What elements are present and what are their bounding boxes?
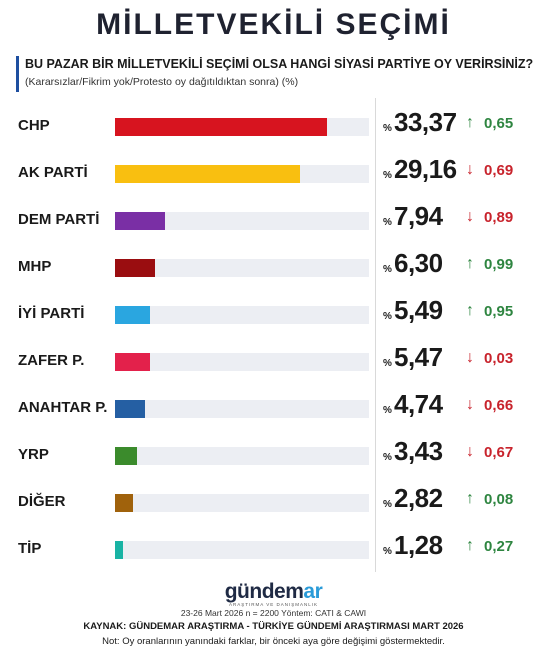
chart-title: MİLLETVEKİLİ SEÇİMİ (96, 8, 451, 41)
arrow-up-icon: ↑ (466, 490, 474, 507)
percent-sign: % (383, 499, 392, 510)
change-label: 0,89 (484, 209, 514, 226)
bar-row: AK PARTİ% 29,16 ↓ 0,69 (0, 152, 547, 199)
percent-sign: % (383, 170, 392, 181)
arrow-up-icon: ↑ (466, 537, 474, 554)
bar-row: ZAFER P.% 5,47 ↓ 0,03 (0, 340, 547, 387)
bar-fill (115, 259, 155, 277)
bar-row: MHP% 6,30 ↑ 0,99 (0, 246, 547, 293)
change-label: 0,03 (484, 350, 514, 367)
bar-fill (115, 447, 137, 465)
arrow-up-icon: ↑ (466, 255, 474, 272)
bar-row: İYİ PARTİ% 5,49 ↑ 0,95 (0, 293, 547, 340)
change-label: 0,27 (484, 538, 514, 555)
logo-tagline: ARAŞTIRMA VE DANIŞMANLIK (228, 602, 318, 607)
change-label: 0,95 (484, 303, 514, 320)
bar-track (115, 306, 369, 324)
party-label: İYİ PARTİ (18, 305, 85, 322)
footnote: Not: Oy oranlarının yanındaki farklar, b… (102, 636, 445, 647)
party-label: YRP (18, 446, 49, 463)
value-label: 33,37 (394, 107, 457, 137)
logo-accent-text: ar (303, 580, 323, 603)
arrow-down-icon: ↓ (466, 208, 474, 225)
percent-sign: % (383, 546, 392, 557)
value-label: 3,43 (394, 436, 443, 466)
percent-sign: % (383, 452, 392, 463)
value-label: 2,82 (394, 483, 443, 513)
arrow-down-icon: ↓ (466, 161, 474, 178)
change-label: 0,65 (484, 115, 514, 132)
bar-track (115, 165, 369, 183)
bar-fill (115, 165, 300, 183)
arrow-down-icon: ↓ (466, 443, 474, 460)
change-label: 0,67 (484, 444, 514, 461)
brand-logo: gündemar (0, 580, 547, 604)
bar-row: DİĞER% 2,82 ↑ 0,08 (0, 481, 547, 528)
bar-fill (115, 400, 145, 418)
value-label: 7,94 (394, 201, 443, 231)
party-label: AK PARTİ (18, 164, 88, 181)
bar-row: YRP% 3,43 ↓ 0,67 (0, 434, 547, 481)
party-label: TİP (18, 540, 42, 557)
change-label: 0,66 (484, 397, 514, 414)
percent-sign: % (383, 405, 392, 416)
value-label: 29,16 (394, 154, 457, 184)
party-label: DEM PARTİ (18, 211, 100, 228)
change-label: 0,69 (484, 162, 514, 179)
bar-track (115, 494, 369, 512)
party-label: CHP (18, 117, 50, 134)
value-label: 6,30 (394, 248, 443, 278)
survey-subtitle: (Kararsızlar/Fikrim yok/Protesto oy dağı… (25, 76, 299, 88)
percent-sign: % (383, 358, 392, 369)
value-label: 5,49 (394, 295, 443, 325)
value-label: 1,28 (394, 530, 443, 560)
bar-fill (115, 118, 327, 136)
survey-meta: 23-26 Mart 2026 n = 2200 Yöntem: CATI & … (180, 608, 367, 618)
bar-fill (115, 353, 150, 371)
change-label: 0,08 (484, 491, 514, 508)
party-label: ANAHTAR P. (18, 399, 108, 416)
bar-track (115, 212, 369, 230)
bar-fill (115, 541, 123, 559)
arrow-down-icon: ↓ (466, 349, 474, 366)
bar-track (115, 118, 369, 136)
bar-fill (115, 306, 150, 324)
bar-row: CHP% 33,37 ↑ 0,65 (0, 105, 547, 152)
logo-main-text: gündem (224, 580, 304, 603)
survey-question: BU PAZAR BİR MİLLETVEKİLİ SEÇİMİ OLSA HA… (25, 57, 534, 71)
party-label: DİĞER (18, 493, 66, 510)
bar-row: TİP% 1,28 ↑ 0,27 (0, 528, 547, 575)
bar-track (115, 259, 369, 277)
arrow-down-icon: ↓ (466, 396, 474, 413)
party-label: MHP (18, 258, 52, 275)
percent-sign: % (383, 123, 392, 134)
value-label: 4,74 (394, 389, 443, 419)
percent-sign: % (383, 217, 392, 228)
bar-row: DEM PARTİ% 7,94 ↓ 0,89 (0, 199, 547, 246)
bar-track (115, 541, 369, 559)
bar-row: ANAHTAR P.% 4,74 ↓ 0,66 (0, 387, 547, 434)
change-label: 0,99 (484, 256, 514, 273)
value-label: 5,47 (394, 342, 443, 372)
question-accent-bar (16, 56, 19, 92)
percent-sign: % (383, 311, 392, 322)
arrow-up-icon: ↑ (466, 302, 474, 319)
arrow-up-icon: ↑ (466, 114, 474, 131)
percent-sign: % (383, 264, 392, 275)
bar-fill (115, 494, 133, 512)
source-line: KAYNAK: GÜNDEMAR ARAŞTIRMA - TÜRKİYE GÜN… (83, 621, 464, 632)
bar-fill (115, 212, 165, 230)
bar-track (115, 447, 369, 465)
value-divider (375, 98, 376, 572)
party-label: ZAFER P. (18, 352, 85, 369)
bar-track (115, 400, 369, 418)
bar-track (115, 353, 369, 371)
